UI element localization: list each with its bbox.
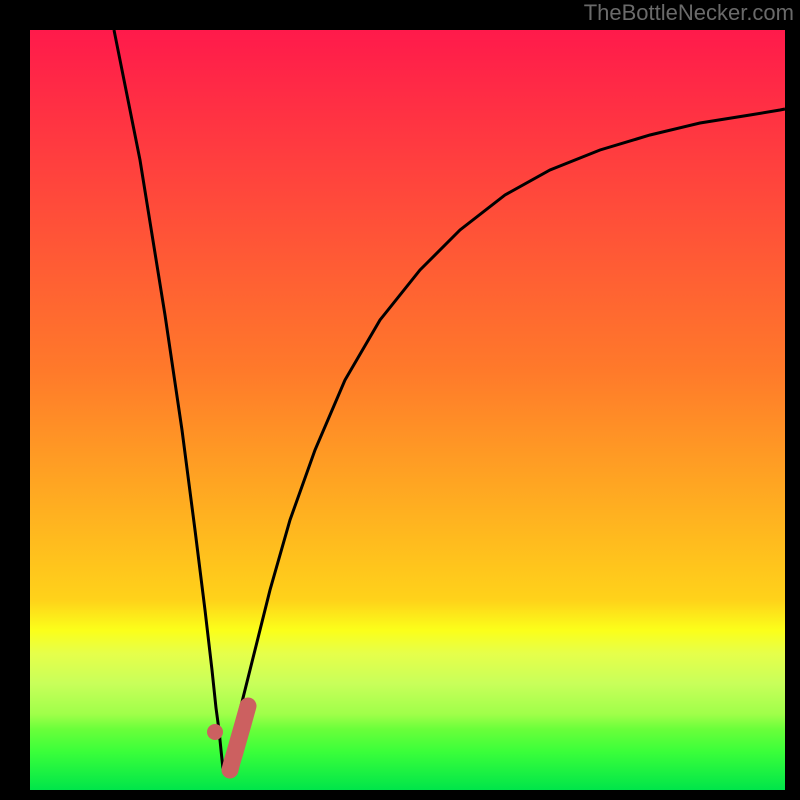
chart-gradient-area [30,30,785,790]
watermark-text: TheBottleNecker.com [584,0,794,26]
